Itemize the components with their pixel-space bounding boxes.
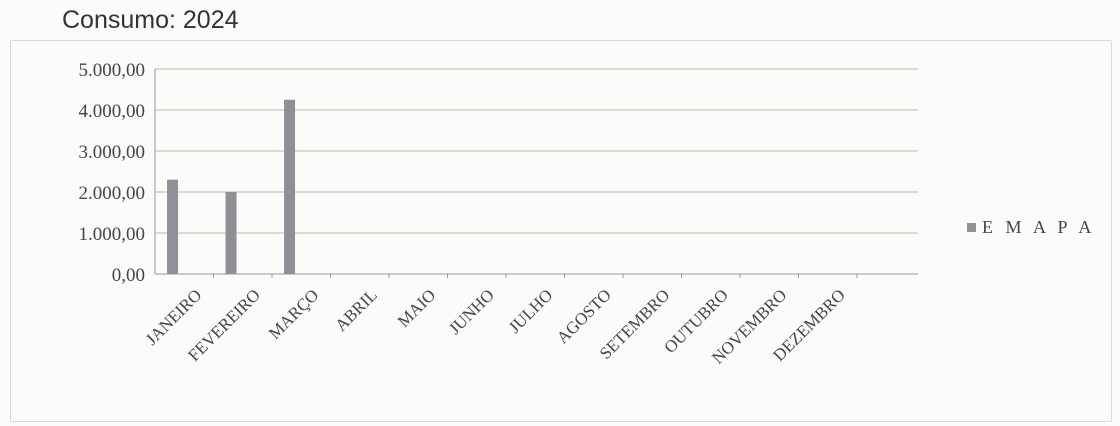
y-tick-label: 3.000,00: [79, 142, 146, 163]
y-tick-label: 1.000,00: [79, 224, 146, 245]
bar: [284, 99, 296, 274]
x-tick-label: JULHO: [505, 285, 557, 337]
x-tick-label: AGOSTO: [553, 285, 615, 347]
y-tick-label: 5.000,00: [79, 60, 146, 81]
y-tick-label: 2.000,00: [79, 183, 146, 204]
x-tick-label: ABRIL: [331, 285, 380, 334]
bar: [167, 179, 179, 274]
x-tick-label: MAIO: [394, 285, 439, 330]
y-tick-label: 4.000,00: [79, 101, 146, 122]
chart-title: Consumo: 2024: [62, 6, 239, 34]
legend-swatch: [967, 223, 976, 232]
bar: [225, 192, 237, 274]
x-tick-label: JUNHO: [445, 285, 498, 338]
legend-label: E M A P A: [982, 217, 1095, 237]
chart-frame: [10, 40, 1112, 422]
x-tick-label: MARÇO: [265, 285, 323, 343]
y-tick-label: 0,00: [112, 265, 145, 286]
